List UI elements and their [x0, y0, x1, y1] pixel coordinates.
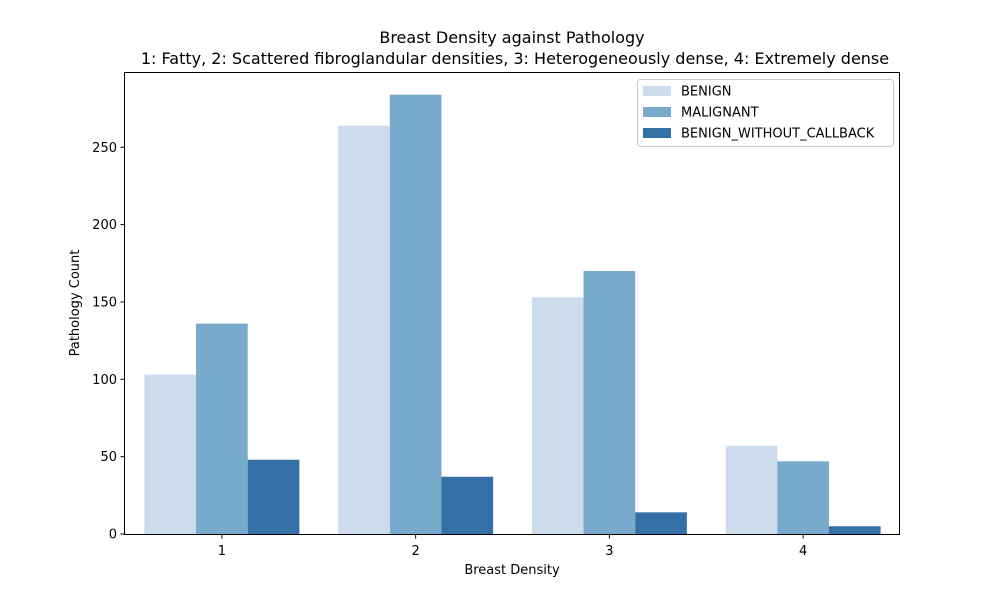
x-tick-label: 2	[411, 544, 419, 559]
bar-benign-without-callback-1	[247, 459, 300, 534]
x-tick-label: 4	[799, 544, 807, 559]
legend-swatch-malignant	[643, 107, 671, 117]
bar-benign-2	[338, 125, 390, 534]
legend-label-benign: BENIGN	[681, 85, 732, 100]
legend-swatch-benign-without-callback	[643, 128, 671, 138]
y-tick-label: 250	[92, 141, 117, 156]
y-tick-label: 200	[92, 218, 117, 233]
legend-label-malignant: MALIGNANT	[681, 106, 759, 121]
bar-benign-1	[144, 374, 197, 534]
y-tick-label: 150	[92, 295, 117, 310]
legend-swatch-benign	[643, 86, 671, 96]
x-axis-label: Breast Density	[464, 563, 560, 578]
bar-malignant-3	[583, 271, 636, 534]
bar-benign-without-callback-4	[828, 526, 881, 534]
bar-benign-3	[531, 297, 584, 534]
legend-box	[637, 79, 894, 147]
y-axis-ticks: 0 50 100 150 200 250	[92, 141, 125, 543]
bar-malignant-4	[777, 461, 829, 534]
bar-benign-without-callback-2	[441, 476, 494, 534]
x-tick-label: 1	[218, 544, 226, 559]
legend: BENIGN MALIGNANT BENIGN_WITHOUT_CALLBACK	[637, 79, 894, 147]
chart-title: Breast Density against Pathology	[379, 28, 644, 47]
y-tick-label: 100	[92, 373, 117, 388]
bar-benign-4	[725, 445, 778, 534]
y-tick-label: 50	[100, 450, 117, 465]
legend-label-benign-without-callback: BENIGN_WITHOUT_CALLBACK	[681, 127, 875, 142]
y-axis-label: Pathology Count	[68, 250, 83, 357]
x-tick-label: 3	[605, 544, 613, 559]
bar-malignant-2	[389, 94, 442, 534]
chart-subtitle: 1: Fatty, 2: Scattered fibroglandular de…	[141, 49, 889, 68]
bar-malignant-1	[196, 323, 248, 534]
bar-benign-without-callback-3	[635, 512, 687, 534]
plot-frame	[124, 72, 900, 535]
bars-group	[144, 94, 881, 534]
y-tick-label: 0	[109, 528, 117, 543]
x-axis-ticks: 1 2 3 4	[218, 534, 807, 559]
